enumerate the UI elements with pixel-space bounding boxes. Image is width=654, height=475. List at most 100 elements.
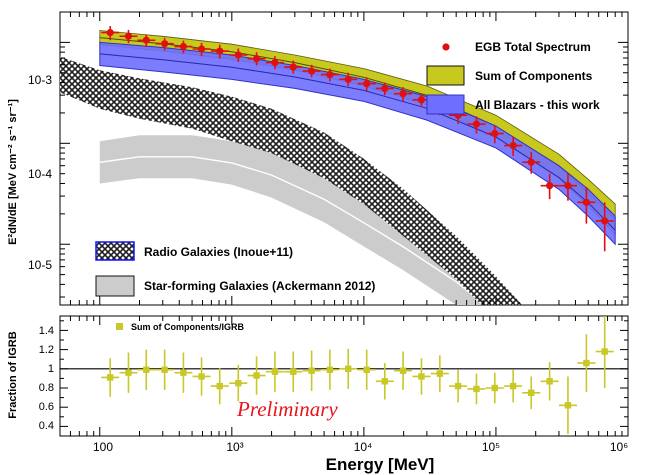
legend-egb-label: EGB Total Spectrum [475, 40, 591, 54]
ratio-point-12 [326, 366, 334, 373]
egb-point-12 [326, 70, 334, 79]
egb-point-5 [197, 45, 206, 53]
egb-point-8 [252, 55, 261, 63]
legend-ratio-label: Sum of Components/IGRB [131, 322, 244, 332]
ratio-point-10 [290, 368, 297, 375]
egb-point-27 [601, 217, 609, 225]
egb-point-3 [161, 40, 169, 48]
ratio-point-3 [161, 366, 168, 373]
top-y-tick-labels: 10-3 10-4 10-5 [28, 73, 52, 272]
y-tick-label-1.2: 1.2 [39, 344, 54, 356]
egb-point-26 [582, 198, 590, 206]
band-star-forming [99, 135, 496, 305]
y-tick-label-0.6: 0.6 [39, 401, 54, 413]
ratio-point-13 [345, 365, 352, 372]
legend-ratio-marker [116, 323, 123, 330]
y-tick-label-1e-3: 10-3 [28, 73, 52, 87]
ratio-point-14 [363, 366, 370, 373]
ratio-point-24 [546, 378, 553, 385]
bottom-panel-frame [59, 315, 629, 437]
ratio-point-27 [601, 348, 608, 355]
ratio-point-19 [454, 382, 462, 390]
ratio-point-22 [509, 382, 517, 390]
egb-point-4 [179, 42, 188, 51]
egb-point-25 [564, 182, 572, 190]
legend-sum-swatch [426, 65, 465, 86]
ratio-point-6 [216, 382, 223, 390]
ratio-point-17 [418, 373, 425, 380]
line-star-forming [99, 156, 487, 305]
ratio-point-8 [253, 372, 260, 379]
legend-sfg-label: Star-forming Galaxies (Ackermann 2012) [144, 279, 375, 293]
egb-point-2 [142, 36, 150, 44]
egb-point-23 [527, 158, 535, 166]
x-tick-label-1e3: 10³ [226, 440, 243, 454]
egb-point-11 [308, 67, 316, 75]
legend-sum-label: Sum of Components [475, 69, 593, 83]
x-tick-label-1e5: 10⁵ [482, 440, 500, 454]
x-axis-title: Energy [MeV] [326, 455, 435, 474]
bottom-axis-ticks [59, 316, 629, 437]
svg-text:10-4: 10-4 [28, 167, 52, 181]
egb-point-20 [472, 120, 481, 128]
legend-sfg-swatch [95, 275, 135, 297]
ratio-point-0 [107, 374, 114, 381]
ratio-point-25 [564, 402, 572, 409]
egb-data-points [101, 26, 614, 252]
ratio-point-9 [271, 368, 279, 375]
top-legend: EGB Total Spectrum Sum of Components All… [95, 40, 600, 297]
bottom-y-tick-labels: 0.4 0.6 0.8 1 1.2 1.4 [39, 325, 54, 432]
ratio-point-16 [399, 367, 407, 374]
y-tick-label-0.4: 0.4 [39, 420, 54, 432]
y-tick-label-0.8: 0.8 [39, 382, 54, 394]
y-tick-label-1: 1 [48, 363, 54, 375]
egb-point-13 [344, 75, 352, 83]
top-y-axis-title: E²dN/dE [MeV cm⁻² s⁻¹ sr⁻¹] [7, 99, 19, 245]
legend-radio-label: Radio Galaxies (Inoue+11) [144, 245, 293, 259]
legend-radio-swatch [95, 241, 135, 261]
x-tick-label-100: 100 [93, 440, 113, 454]
ratio-point-15 [381, 378, 388, 385]
legend-egb-marker [442, 43, 450, 51]
y-tick-label-1.4: 1.4 [39, 325, 54, 337]
svg-text:10-3: 10-3 [28, 73, 52, 87]
bottom-y-axis-title: Fraction of IGRB [7, 331, 19, 418]
legend-blazars-swatch [426, 94, 465, 115]
preliminary-label: Preliminary [236, 397, 338, 421]
egb-point-6 [216, 47, 224, 55]
egb-point-24 [546, 182, 554, 190]
x-tick-label-1e6: 10⁶ [610, 440, 628, 454]
y-tick-label-1e-5: 10-5 [28, 258, 52, 272]
svg-text:10-5: 10-5 [28, 258, 52, 272]
egb-point-10 [289, 63, 297, 71]
top-axis-ticks [59, 11, 629, 305]
ratio-point-18 [436, 370, 444, 377]
x-tick-label-1e4: 10⁴ [354, 440, 373, 454]
egb-point-1 [124, 32, 133, 40]
band-radio-galaxies [60, 56, 523, 305]
ratio-point-7 [235, 380, 242, 387]
egb-point-7 [234, 51, 242, 59]
ratio-point-23 [528, 389, 535, 396]
egb-point-22 [509, 141, 517, 150]
egb-point-17 [417, 96, 426, 104]
x-tick-labels: 100 10³ 10⁴ 10⁵ 10⁶ [93, 440, 628, 454]
egb-point-21 [491, 129, 499, 138]
y-tick-label-1e-4: 10-4 [28, 167, 52, 181]
legend-blazars-label: All Blazars - this work [475, 98, 600, 112]
egb-point-14 [363, 80, 371, 88]
egb-point-0 [106, 29, 114, 37]
ratio-point-21 [491, 384, 498, 392]
ratio-point-2 [143, 366, 150, 373]
egb-point-15 [381, 84, 389, 92]
egb-point-9 [271, 59, 279, 67]
egb-point-16 [399, 90, 407, 98]
ratio-point-20 [473, 385, 480, 393]
line-all-blazars [99, 53, 616, 231]
ratio-point-1 [125, 369, 132, 376]
ratio-data-points [101, 316, 614, 435]
ratio-point-26 [583, 359, 590, 367]
ratio-point-4 [180, 369, 187, 376]
ratio-point-5 [198, 373, 205, 380]
